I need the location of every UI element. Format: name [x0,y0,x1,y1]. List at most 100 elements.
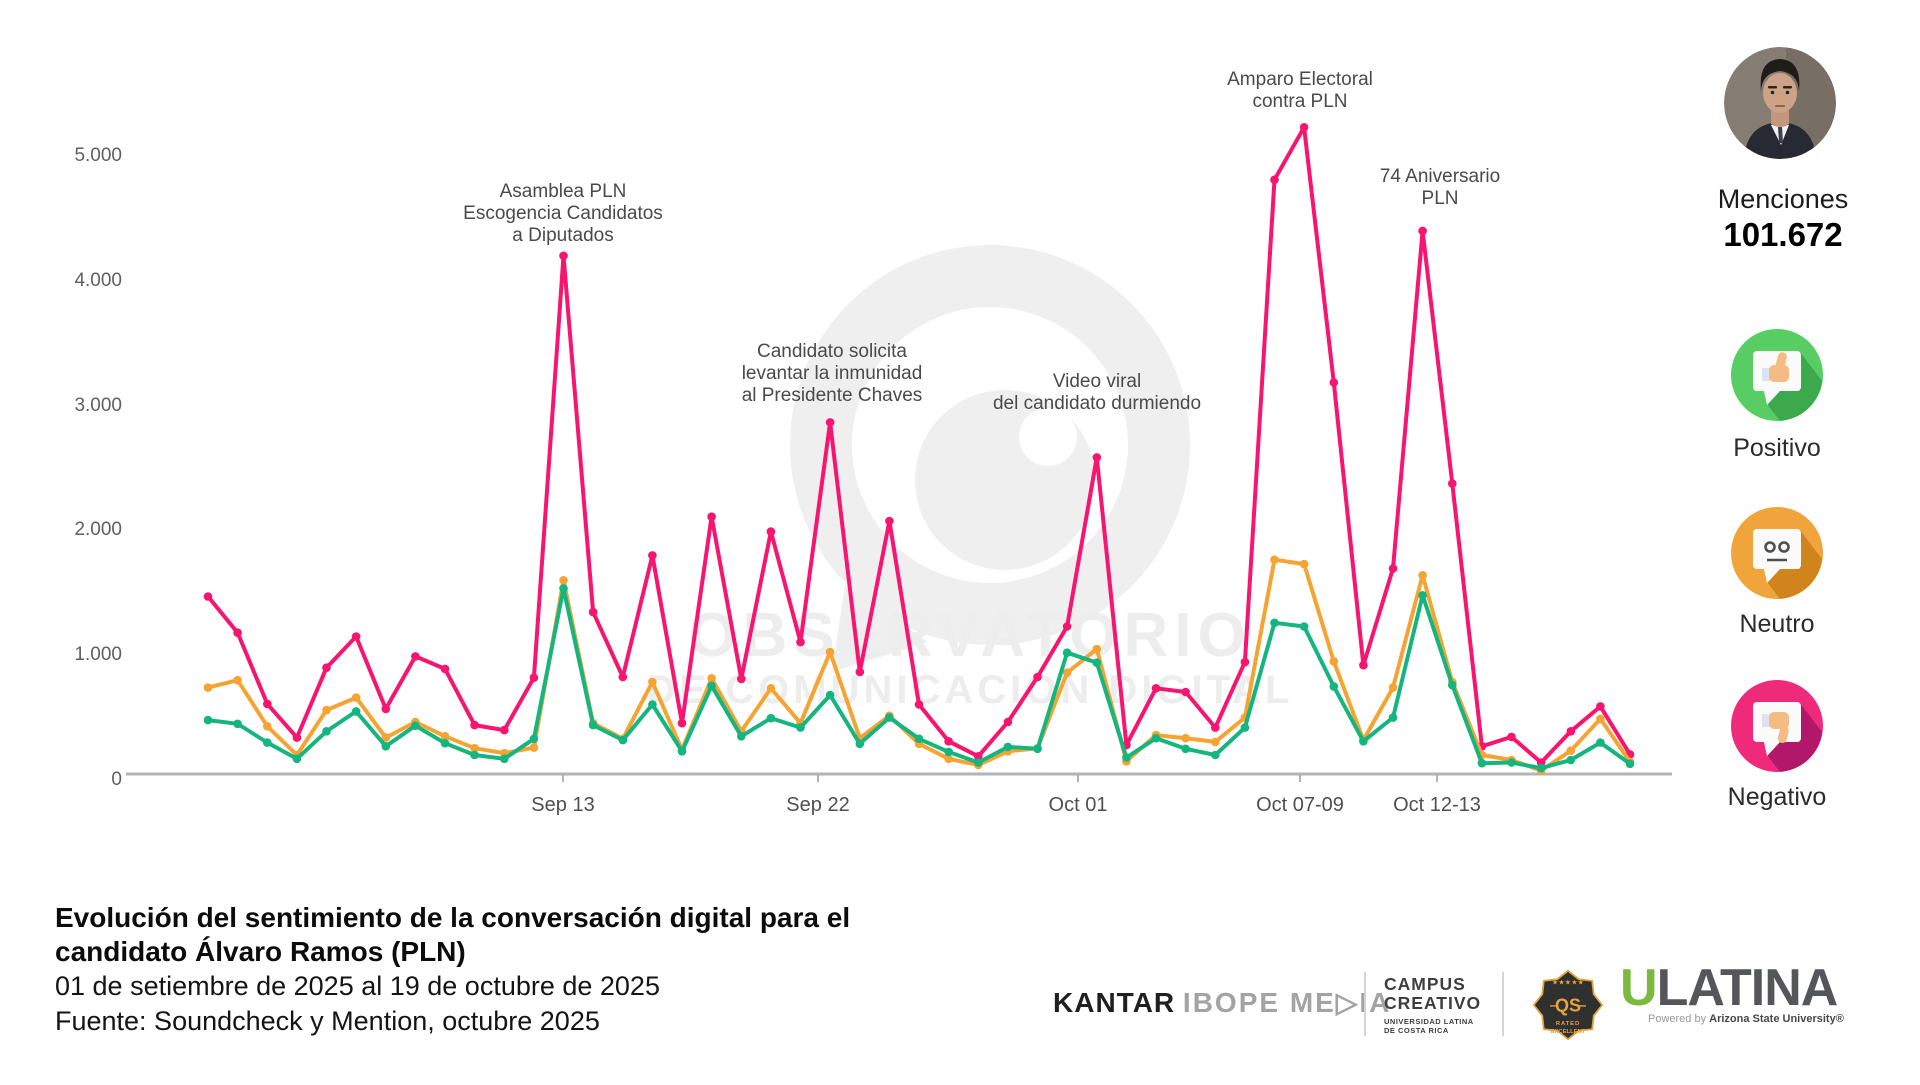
data-point-positivo [1329,682,1339,691]
y-axis-label: 0 [111,769,122,790]
data-point-negativo [1477,742,1487,751]
data-point-negativo [322,663,331,672]
logo-divider [1364,972,1366,1036]
y-axis-label: 3.000 [74,395,122,416]
data-point-positivo [470,750,479,760]
data-point-positivo [440,738,450,748]
x-axis-label-oct01: Oct 01 [1048,794,1108,816]
data-point-neutro [1359,735,1368,745]
data-point-positivo [1122,753,1131,762]
ibope-media-logo-text: IBOPE ME▷IA [1182,987,1392,1018]
data-point-neutro [944,754,953,764]
data-point-positivo [1151,733,1161,743]
data-point-negativo [825,418,835,427]
data-point-negativo [944,737,953,746]
data-point-positivo [707,681,716,691]
data-point-negativo [1151,684,1161,693]
data-point-neutro [825,647,835,657]
x-axis-label-sep13: Sep 13 [531,794,595,816]
data-point-neutro [855,733,865,743]
data-point-negativo [855,667,865,677]
data-point-neutro [618,734,628,744]
data-point-positivo [263,738,272,747]
data-point-negativo [1388,564,1398,573]
data-point-negativo [1566,727,1576,736]
negativo-thumbs-down-icon [1727,676,1827,776]
data-point-positivo [559,584,568,593]
page-title-line2: candidato Álvaro Ramos (PLN) [55,936,466,967]
data-point-positivo [529,734,539,744]
ulatina-u: U [1620,959,1658,1017]
data-point-positivo [974,758,983,767]
data-point-neutro [559,576,568,585]
data-point-neutro [351,693,361,702]
campus-logo-sub2: DE COSTA RICA [1384,1026,1449,1035]
x-axis-label-oct1213: Oct 12-13 [1393,794,1481,816]
data-point-positivo [1359,737,1368,746]
data-point-positivo [1033,744,1042,754]
data-point-positivo [500,754,509,764]
data-point-negativo [1507,732,1516,742]
date-range: 01 de setiembre de 2025 al 19 de octubre… [55,971,660,1001]
data-point-positivo [766,713,776,723]
data-point-negativo [1448,479,1457,488]
data-point-negativo [1122,740,1131,750]
data-point-positivo [1299,622,1309,631]
data-point-negativo [1536,758,1546,767]
data-point-neutro [974,760,983,770]
data-point-neutro [1181,733,1190,743]
data-point-positivo [1625,759,1635,769]
data-point-negativo [1625,750,1635,759]
data-point-positivo [1536,763,1546,773]
data-point-positivo [411,721,420,730]
data-point-negativo [974,752,983,761]
data-point-negativo [1003,717,1013,727]
data-point-neutro [1448,677,1457,687]
data-point-neutro [1211,737,1220,747]
data-point-negativo [233,628,242,637]
data-point-neutro [1477,750,1487,760]
data-point-positivo [1211,750,1220,760]
data-point-positivo [322,727,331,736]
svg-text:RATED: RATED [1556,1021,1580,1027]
data-point-negativo [381,704,391,714]
data-point-negativo [1240,657,1250,667]
data-point-positivo [944,747,953,757]
data-point-neutro [1299,559,1309,569]
negativo-label: Negativo [1727,783,1827,811]
data-point-neutro [1092,644,1102,654]
data-point-positivo [855,739,865,749]
mentions-value: 101.672 [1723,216,1843,253]
data-point-neutro [500,748,509,758]
data-point-negativo [1092,453,1102,462]
y-axis-label: 4.000 [74,270,122,291]
data-point-positivo [203,715,213,725]
data-point-negativo [1359,660,1368,670]
campus-creativo-logo: CAMPUS CREATIVO UNIVERSIDAD LATINA DE CO… [1384,975,1504,1036]
data-point-negativo [1418,226,1427,236]
data-point-neutro [411,717,420,727]
data-point-positivo [677,747,687,756]
data-point-negativo [559,251,568,261]
data-point-positivo [1092,658,1102,667]
data-point-neutro [1151,730,1161,740]
data-point-neutro [203,683,213,692]
data-point-neutro [677,745,687,755]
data-point-positivo [1003,742,1013,752]
data-point-positivo [914,734,924,744]
data-point-neutro [1388,683,1398,692]
data-point-negativo [1299,123,1309,132]
data-point-positivo [796,723,805,732]
data-point-neutro [292,750,302,760]
data-point-neutro [1596,714,1605,724]
data-point-neutro [1566,746,1576,755]
data-point-positivo [381,742,391,751]
x-axis-label-sep22: Sep 22 [786,794,850,816]
campus-logo-sub1: UNIVERSIDAD LATINA [1384,1017,1474,1026]
data-point-negativo [648,551,657,560]
data-point-positivo [1388,713,1398,722]
data-point-positivo [1596,738,1605,747]
data-point-negativo [1211,723,1220,732]
neutro-label: Neutro [1739,610,1815,638]
qs-rated-excellent-badge-icon: ★★★★★ QS RATED EXCELLENT [1532,961,1604,1054]
